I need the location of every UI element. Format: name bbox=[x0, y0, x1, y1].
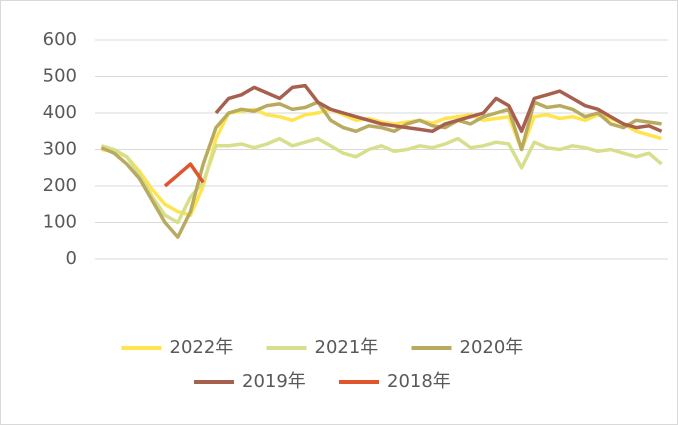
legend-label: 2021年 bbox=[315, 337, 379, 358]
y-tick-label: 500 bbox=[43, 66, 77, 87]
legend-label: 2020年 bbox=[460, 337, 524, 358]
y-tick-label: 600 bbox=[43, 29, 77, 50]
y-tick-label: 400 bbox=[43, 102, 77, 123]
series-line bbox=[214, 83, 663, 134]
legend-label: 2018年 bbox=[387, 371, 451, 392]
series-line bbox=[100, 100, 662, 239]
legend-label: 2022年 bbox=[170, 337, 234, 358]
y-tick-label: 200 bbox=[43, 175, 77, 196]
legend-label: 2019年 bbox=[242, 371, 306, 392]
series-line bbox=[163, 162, 205, 188]
y-tick-label: 0 bbox=[66, 248, 77, 269]
y-tick-label: 100 bbox=[43, 212, 77, 233]
y-tick-label: 300 bbox=[43, 139, 77, 160]
